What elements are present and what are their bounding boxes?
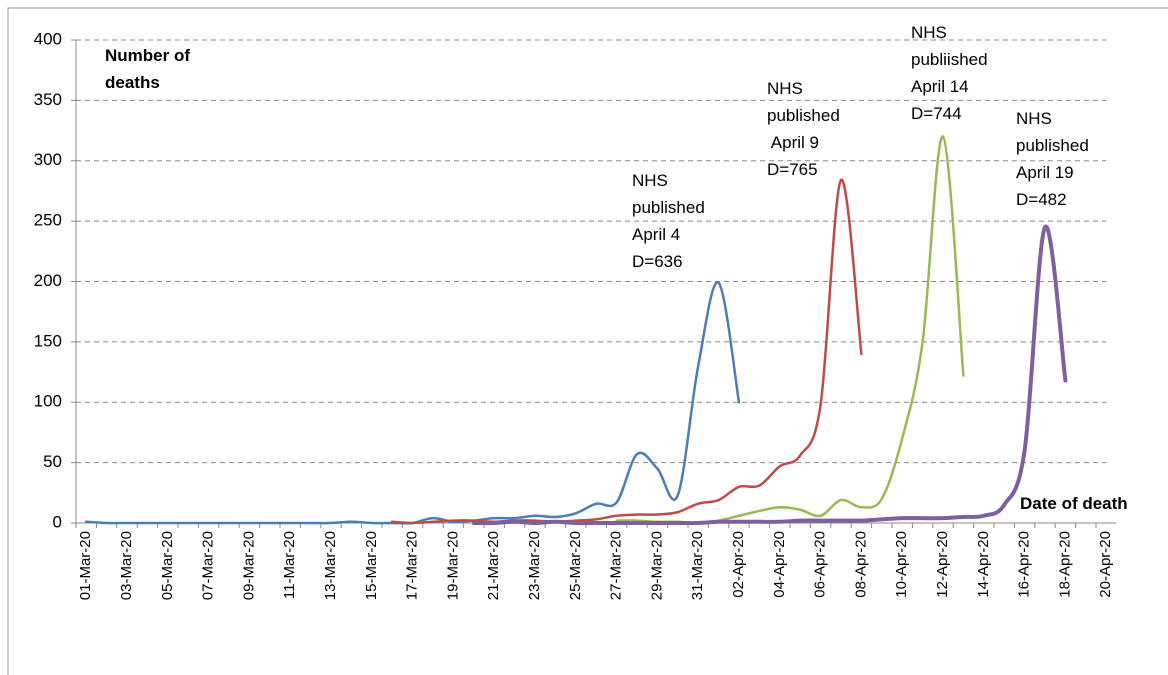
x-tick-label: 20-Apr-20 bbox=[1097, 531, 1114, 598]
x-tick-label: 18-Apr-20 bbox=[1056, 531, 1073, 598]
x-tick-label: 01-Mar-20 bbox=[77, 531, 94, 600]
x-tick-label: 09-Mar-20 bbox=[240, 531, 257, 600]
annotation: published bbox=[1016, 136, 1089, 155]
x-tick-label: 03-Mar-20 bbox=[118, 531, 135, 600]
y-tick-label: 350 bbox=[34, 90, 62, 109]
series-line bbox=[390, 178, 863, 525]
x-tick-label: 12-Apr-20 bbox=[934, 531, 951, 598]
annotation: published bbox=[632, 198, 705, 217]
y-tick-label: 100 bbox=[34, 392, 62, 411]
annotation: D=482 bbox=[1016, 190, 1067, 209]
y-tick-label: 200 bbox=[34, 271, 62, 290]
y-tick-label: 150 bbox=[34, 331, 62, 350]
series-line bbox=[471, 224, 1068, 526]
x-tick-label: 02-Apr-20 bbox=[730, 531, 747, 598]
x-tick-label: 15-Mar-20 bbox=[363, 531, 380, 600]
x-tick-label: 14-Apr-20 bbox=[975, 531, 992, 598]
series-line bbox=[84, 281, 741, 525]
series-line bbox=[615, 135, 965, 525]
x-tick-label: 10-Apr-20 bbox=[893, 531, 910, 598]
y-axis-label: deaths bbox=[105, 73, 160, 92]
x-tick-label: 11-Mar-20 bbox=[281, 531, 298, 599]
annotation: published bbox=[767, 106, 840, 125]
annotation: NHS bbox=[911, 23, 947, 42]
annotation: D=744 bbox=[911, 104, 962, 123]
x-tick-label: 17-Mar-20 bbox=[404, 531, 421, 600]
x-axis-label: Date of death bbox=[1020, 494, 1128, 513]
x-tick-label: 31-Mar-20 bbox=[689, 531, 706, 600]
annotation: NHS bbox=[1016, 109, 1052, 128]
annotation: April 4 bbox=[632, 225, 680, 244]
y-tick-label: 0 bbox=[53, 512, 62, 531]
annotation: NHS bbox=[767, 79, 803, 98]
annotation: NHS bbox=[632, 171, 668, 190]
x-tick-label: 29-Mar-20 bbox=[648, 531, 665, 600]
x-tick-label: 19-Mar-20 bbox=[444, 531, 461, 600]
x-tick-label: 08-Apr-20 bbox=[852, 531, 869, 598]
annotation: D=636 bbox=[632, 252, 683, 271]
x-tick-label: 06-Apr-20 bbox=[812, 531, 829, 598]
y-tick-label: 250 bbox=[34, 211, 62, 230]
chart-frame bbox=[7, 7, 1168, 675]
x-tick-label: 16-Apr-20 bbox=[1016, 531, 1033, 598]
x-tick-label: 21-Mar-20 bbox=[485, 531, 502, 600]
x-tick-label: 07-Mar-20 bbox=[200, 531, 217, 600]
x-tick-label: 05-Mar-20 bbox=[159, 531, 176, 600]
x-tick-label: 27-Mar-20 bbox=[608, 531, 625, 600]
x-tick-label: 13-Mar-20 bbox=[322, 531, 339, 600]
y-tick-label: 50 bbox=[43, 452, 62, 471]
annotation: April 14 bbox=[911, 77, 969, 96]
y-tick-label: 400 bbox=[34, 29, 62, 48]
y-tick-label: 300 bbox=[34, 150, 62, 169]
annotation: April 19 bbox=[1016, 163, 1074, 182]
annotation: April 9 bbox=[767, 133, 819, 152]
x-tick-label: 25-Mar-20 bbox=[567, 531, 584, 600]
annotation: publiished bbox=[911, 50, 988, 69]
annotation: D=765 bbox=[767, 160, 818, 179]
y-axis-label: Number of bbox=[105, 46, 190, 65]
x-tick-label: 23-Mar-20 bbox=[526, 531, 543, 600]
x-tick-label: 04-Apr-20 bbox=[771, 531, 788, 598]
